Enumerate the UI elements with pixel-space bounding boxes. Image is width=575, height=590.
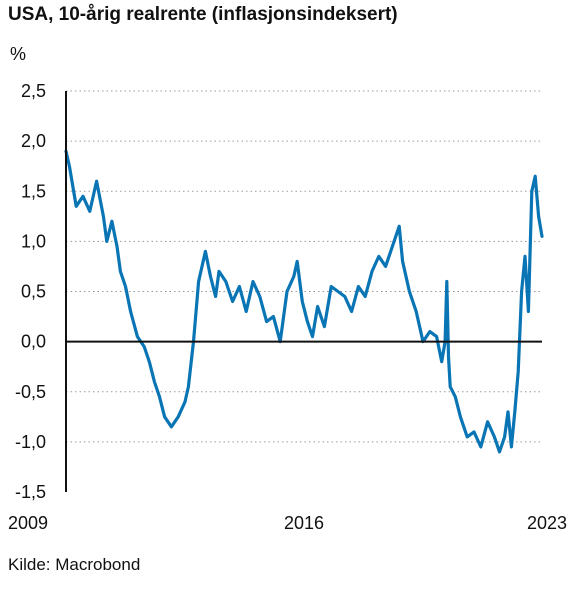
chart-title: USA, 10-årig realrente (inflasjonsindeks… (8, 4, 398, 25)
x-tick-label: 2009 (8, 513, 48, 533)
y-tick-label: 2,0 (21, 131, 46, 151)
y-tick-label: 2,5 (21, 81, 46, 101)
series-layer (64, 149, 544, 454)
y-tick-label: 0,5 (21, 282, 46, 302)
y-tick-labels: 2,5 2,0 1,5 1,0 0,5 0,0 -0,5 -1,0 -1,5 (15, 81, 46, 502)
y-axis-unit-label: % (10, 44, 27, 64)
grid-lines (66, 90, 542, 443)
source-note: Kilde: Macrobond (8, 555, 141, 574)
y-tick-label: -0,5 (15, 382, 46, 402)
series-line (64, 149, 544, 454)
x-tick-label: 2016 (284, 513, 324, 533)
y-tick-label: -1,5 (15, 482, 46, 502)
y-tick-label: 1,0 (21, 231, 46, 251)
y-tick-label: 1,5 (21, 181, 46, 201)
y-tick-label: 0,0 (21, 332, 46, 352)
y-tick-label: -1,0 (15, 432, 46, 452)
axes (65, 91, 542, 492)
x-tick-labels: 2009 2016 2023 (8, 513, 567, 533)
x-tick-label: 2023 (527, 513, 567, 533)
